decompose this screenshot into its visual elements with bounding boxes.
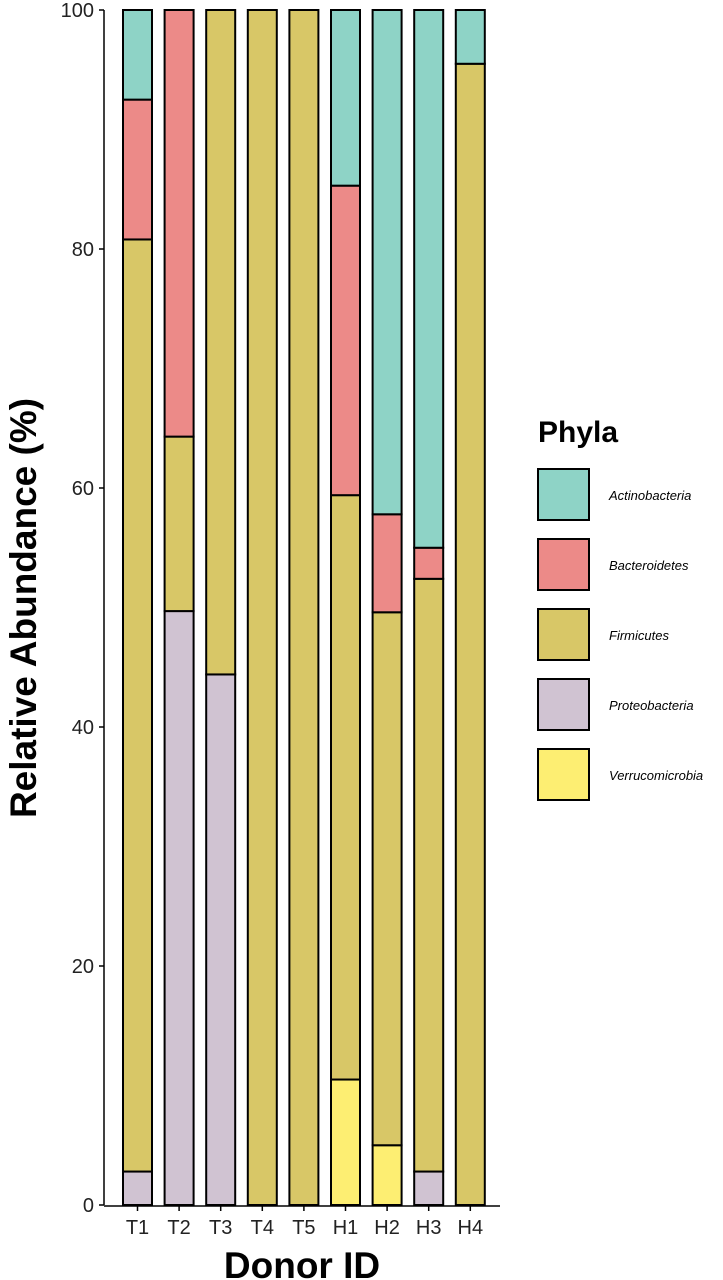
y-tick-label-100: 100 [61, 0, 94, 22]
bars-group [122, 9, 486, 1207]
bar-segment-H1-bacteroidetes [330, 184, 361, 497]
bar-segment-H2-firmicutes [371, 611, 403, 1147]
x-tick-label-H4: H4 [458, 1217, 484, 1239]
y-axis-title: Relative Abundance (%) [3, 398, 44, 818]
legend-swatch-bacteroidetes [537, 538, 590, 591]
bar-segment-T3-firmicutes [205, 9, 237, 676]
x-axis: T1 T2 T3 T4 T5 H1 H2 H3 H4 [104, 1205, 500, 1239]
y-tick-label-20: 20 [72, 956, 94, 978]
bar-segment-H2-bacteroidetes [371, 513, 403, 614]
bar-segment-T3-proteobacteria [205, 673, 237, 1206]
y-tick-label-60: 60 [72, 478, 94, 500]
y-tick-label-40: 40 [72, 717, 94, 739]
x-tick-label-T1: T1 [126, 1217, 149, 1239]
bar-segment-H1-firmicutes [330, 494, 361, 1081]
bar-segment-H3-actinobacteria [413, 9, 445, 549]
bar-segment-T2-firmicutes [163, 435, 195, 613]
bar-segment-T5-firmicutes [288, 9, 320, 1206]
y-tick-label-0: 0 [83, 1195, 94, 1217]
bar-segment-H3-proteobacteria [413, 1170, 445, 1207]
legend-label-actinobacteria: Actinobacteria [608, 488, 691, 503]
bar-segment-T1-proteobacteria [122, 1170, 153, 1207]
legend-title: Phyla [538, 416, 618, 449]
bar-segment-H1-actinobacteria [330, 9, 361, 187]
bar-segment-T4-firmicutes [246, 9, 278, 1206]
x-tick-label-H3: H3 [416, 1217, 442, 1239]
bar-segment-H4-actinobacteria [454, 9, 486, 65]
legend-swatch-firmicutes [537, 608, 590, 661]
x-tick-label-T5: T5 [292, 1217, 315, 1239]
bar-segment-H2-actinobacteria [371, 9, 403, 516]
bar-segment-H3-bacteroidetes [413, 546, 445, 580]
bar-segment-T2-bacteroidetes [163, 9, 195, 438]
bar-segment-H4-firmicutes [454, 62, 486, 1206]
bar-segment-T1-bacteroidetes [122, 98, 153, 241]
bar-segment-T1-actinobacteria [122, 9, 153, 101]
bar-segment-H1-verrucomicrobia [330, 1078, 361, 1207]
legend-label-verrucomicrobia: Verrucomicrobia [609, 768, 703, 783]
bar-segment-T2-proteobacteria [163, 610, 195, 1206]
bar-segment-T1-firmicutes [122, 238, 153, 1173]
legend-label-proteobacteria: Proteobacteria [609, 698, 694, 713]
legend-label-bacteroidetes: Bacteroidetes [609, 558, 689, 573]
bar-segment-H2-verrucomicrobia [371, 1144, 403, 1206]
legend-swatch-proteobacteria [537, 678, 590, 731]
x-tick-label-H1: H1 [333, 1217, 359, 1239]
x-tick-label-T3: T3 [209, 1217, 232, 1239]
x-tick-label-T2: T2 [167, 1217, 190, 1239]
y-axis: 0 20 40 60 80 100 [61, 0, 105, 1217]
x-axis-title: Donor ID [224, 1245, 380, 1280]
x-tick-label-T4: T4 [251, 1217, 274, 1239]
bar-segment-H3-firmicutes [413, 577, 445, 1173]
legend-label-firmicutes: Firmicutes [609, 628, 669, 643]
y-tick-label-80: 80 [72, 239, 94, 261]
legend-swatch-verrucomicrobia [537, 748, 590, 801]
x-tick-label-H2: H2 [374, 1217, 400, 1239]
legend: Phyla Actinobacteria Bacteroidetes Firmicu… [537, 416, 703, 801]
legend-swatch-actinobacteria [537, 468, 590, 521]
